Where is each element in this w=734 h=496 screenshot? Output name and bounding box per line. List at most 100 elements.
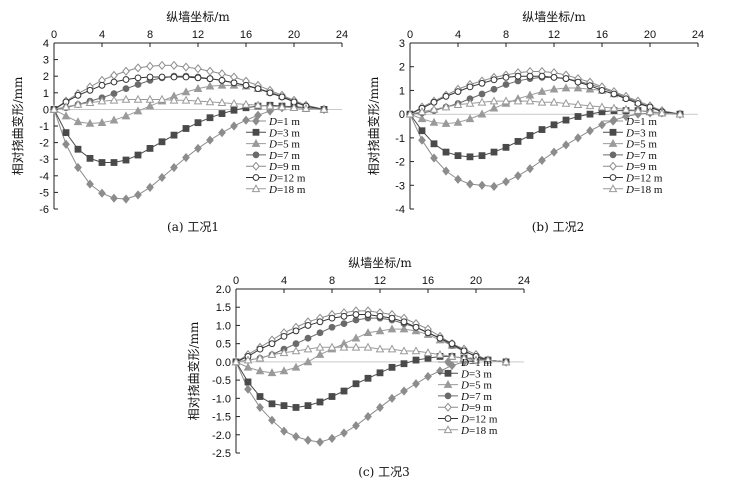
legend-label: D=1 m — [268, 116, 300, 128]
data-point — [303, 344, 313, 353]
legend-label-var: D — [460, 391, 469, 403]
data-point — [289, 103, 299, 112]
y-tick-label: -4 — [395, 204, 405, 216]
data-point — [268, 400, 276, 408]
data-point — [375, 326, 385, 335]
data-point — [453, 100, 463, 108]
y-tick-label: 1.0 — [216, 320, 231, 332]
legend-label-var: D — [268, 173, 277, 185]
data-point — [292, 432, 300, 442]
data-point — [478, 180, 486, 190]
data-point — [430, 98, 438, 106]
data-point — [316, 329, 324, 337]
legend: D=1 mD=3 mD=5 mD=7 mD=9 mD=12 mD=18 m — [246, 116, 306, 196]
legend-marker — [609, 174, 617, 181]
legend-label-value: =7 m — [634, 150, 657, 162]
x-tick-label: 16 — [240, 29, 252, 41]
data-point — [550, 121, 558, 129]
data-point — [110, 78, 118, 86]
data-point — [242, 115, 250, 125]
legend-label-var: D — [460, 368, 469, 380]
data-point — [303, 357, 313, 366]
data-point — [265, 101, 275, 110]
data-point — [157, 94, 167, 103]
data-point — [538, 126, 546, 133]
data-point — [194, 74, 202, 82]
y-tick-label: 0.0 — [216, 357, 231, 369]
data-point — [424, 354, 432, 362]
data-point — [549, 97, 559, 106]
data-point — [514, 138, 522, 145]
x-tick-label: 4 — [99, 29, 105, 41]
legend-label-var: D — [625, 127, 634, 139]
legend-label: D=5 m — [268, 139, 300, 151]
data-point — [375, 344, 385, 353]
legend-label: D=3 m — [625, 127, 657, 139]
legend-marker — [609, 128, 617, 136]
data-point — [537, 97, 547, 106]
legend-label-value: =18 m — [277, 184, 306, 196]
legend-label: D=7 m — [625, 150, 657, 162]
data-point — [291, 362, 301, 371]
legend-label-value: =18 m — [634, 184, 663, 196]
data-point — [98, 81, 106, 89]
data-point — [110, 159, 118, 166]
data-point — [448, 340, 456, 348]
data-point — [134, 74, 142, 82]
data-point — [351, 333, 361, 342]
y-axis-title: 相对挠曲变形/mm — [10, 76, 25, 175]
data-point — [279, 348, 289, 357]
legend-label-value: =1 m — [277, 116, 300, 128]
data-point — [181, 87, 191, 96]
data-point — [622, 111, 630, 122]
data-point — [182, 62, 190, 72]
data-point — [351, 342, 361, 351]
series-d12m — [406, 72, 684, 118]
data-point — [502, 73, 510, 81]
y-tick-label: 0 — [43, 104, 49, 116]
data-point — [121, 94, 131, 103]
legend-label-value: =7 m — [277, 150, 300, 162]
x-tick-label: 4 — [455, 29, 461, 41]
data-point — [598, 120, 606, 130]
data-point — [340, 312, 348, 320]
data-point — [292, 340, 300, 348]
data-point — [315, 349, 325, 358]
data-point — [388, 314, 396, 322]
data-point — [109, 95, 119, 104]
data-point — [292, 404, 300, 411]
data-point — [170, 162, 178, 173]
series-d1m — [232, 355, 510, 447]
y-tick-label: 1 — [43, 88, 49, 100]
data-point — [424, 329, 432, 337]
data-point — [549, 84, 559, 93]
data-point — [292, 327, 300, 335]
legend-marker — [443, 379, 453, 388]
data-point — [561, 98, 571, 107]
legend-label-var: D — [268, 139, 277, 151]
y-tick-label: -2.5 — [212, 448, 231, 460]
legend-label-var: D — [460, 402, 469, 414]
data-point — [98, 188, 106, 198]
legend-label-var: D — [625, 116, 634, 128]
data-point — [231, 357, 241, 366]
data-point — [97, 118, 107, 126]
data-point — [205, 97, 215, 106]
legend-marker — [251, 184, 261, 193]
data-point — [158, 138, 166, 146]
legend-label-var: D — [460, 357, 469, 369]
legend-label: D=18 m — [460, 425, 498, 437]
data-point — [268, 415, 276, 425]
x-tick-label: 20 — [644, 29, 656, 41]
data-point — [574, 113, 582, 120]
data-point — [502, 177, 510, 187]
data-point — [388, 363, 396, 371]
data-point — [254, 85, 262, 93]
data-point — [412, 379, 420, 389]
data-point — [145, 94, 155, 103]
x-tick-label: 12 — [192, 29, 204, 41]
x-tick-label: 12 — [548, 29, 560, 41]
data-point — [110, 70, 118, 80]
data-point — [146, 73, 154, 81]
data-point — [256, 402, 264, 413]
